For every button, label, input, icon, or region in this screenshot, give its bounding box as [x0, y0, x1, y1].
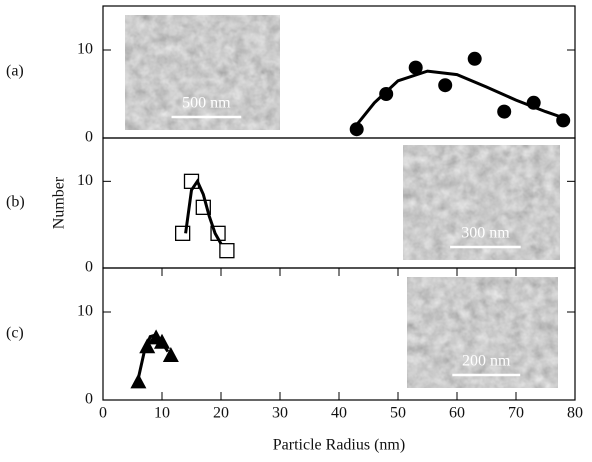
inset-image	[407, 277, 558, 388]
point	[130, 373, 147, 389]
x-tick-label: 40	[331, 405, 347, 422]
x-tick-label: 70	[508, 405, 524, 422]
point	[219, 243, 235, 259]
y-tick-label: 0	[85, 391, 93, 408]
point	[174, 225, 191, 241]
point	[162, 347, 179, 362]
x-tick-label: 60	[449, 405, 465, 422]
panel-label: (b)	[6, 194, 25, 211]
x-tick-label: 0	[99, 405, 107, 422]
x-tick-label: 20	[213, 405, 229, 422]
point	[349, 122, 364, 137]
inset-label: 300 nm	[461, 225, 510, 242]
x-tick-label: 50	[390, 405, 406, 422]
point	[408, 60, 423, 75]
x-axis-label: Particle Radius (nm)	[273, 437, 405, 454]
fit-line	[184, 178, 223, 245]
y-tick-label: 0	[85, 259, 93, 276]
y-tick-label: 10	[77, 303, 93, 320]
y-tick-label: 0	[85, 129, 93, 146]
x-tick-label: 80	[567, 405, 583, 422]
y-axis-label: Number	[51, 176, 68, 229]
point	[497, 104, 512, 119]
fit-line	[355, 69, 564, 126]
y-tick-label: 10	[77, 41, 93, 58]
inset-label: 200 nm	[462, 353, 511, 370]
panel-label: (c)	[6, 325, 24, 342]
point	[438, 78, 453, 93]
inset-image	[125, 15, 280, 130]
inset-label: 500 nm	[182, 95, 231, 112]
fit-line	[136, 333, 170, 379]
panel-label: (a)	[6, 63, 24, 80]
point	[195, 199, 211, 215]
inset-image	[403, 145, 560, 260]
point	[467, 51, 482, 66]
x-tick-label: 30	[272, 405, 288, 422]
x-tick-label: 10	[154, 405, 170, 422]
y-tick-label: 10	[77, 172, 93, 189]
